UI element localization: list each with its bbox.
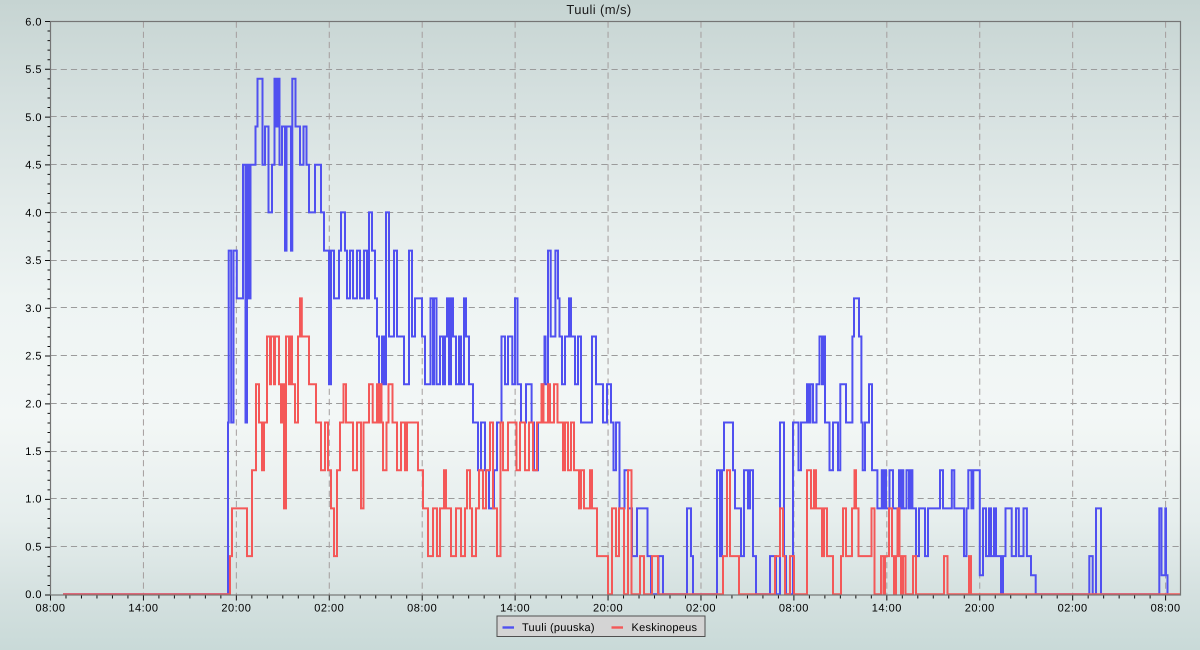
svg-text:08:00: 08:00 [407,603,437,615]
svg-text:1.0: 1.0 [25,494,42,506]
svg-text:2.5: 2.5 [25,351,42,363]
svg-text:02:00: 02:00 [1058,603,1088,615]
svg-text:6.0: 6.0 [25,16,42,28]
svg-text:4.0: 4.0 [25,207,42,219]
svg-text:20:00: 20:00 [221,603,251,615]
svg-text:02:00: 02:00 [686,603,716,615]
svg-text:20:00: 20:00 [593,603,623,615]
svg-text:20:00: 20:00 [965,603,995,615]
svg-text:08:00: 08:00 [35,603,65,615]
svg-text:1.5: 1.5 [25,446,42,458]
svg-text:14:00: 14:00 [128,603,158,615]
svg-text:3.0: 3.0 [25,303,42,315]
svg-text:0.5: 0.5 [25,541,42,553]
svg-text:0.0: 0.0 [25,589,42,601]
svg-text:08:00: 08:00 [779,603,809,615]
svg-text:08:00: 08:00 [1151,603,1181,615]
svg-text:14:00: 14:00 [872,603,902,615]
svg-text:5.0: 5.0 [25,112,42,124]
svg-text:Tuuli (m/s): Tuuli (m/s) [566,2,631,17]
svg-text:4.5: 4.5 [25,160,42,172]
svg-text:2.0: 2.0 [25,398,42,410]
svg-text:3.5: 3.5 [25,255,42,267]
svg-text:Keskinopeus: Keskinopeus [632,622,698,634]
svg-text:5.5: 5.5 [25,64,42,76]
svg-text:Tuuli (puuska): Tuuli (puuska) [522,622,595,634]
svg-text:02:00: 02:00 [314,603,344,615]
svg-text:14:00: 14:00 [500,603,530,615]
